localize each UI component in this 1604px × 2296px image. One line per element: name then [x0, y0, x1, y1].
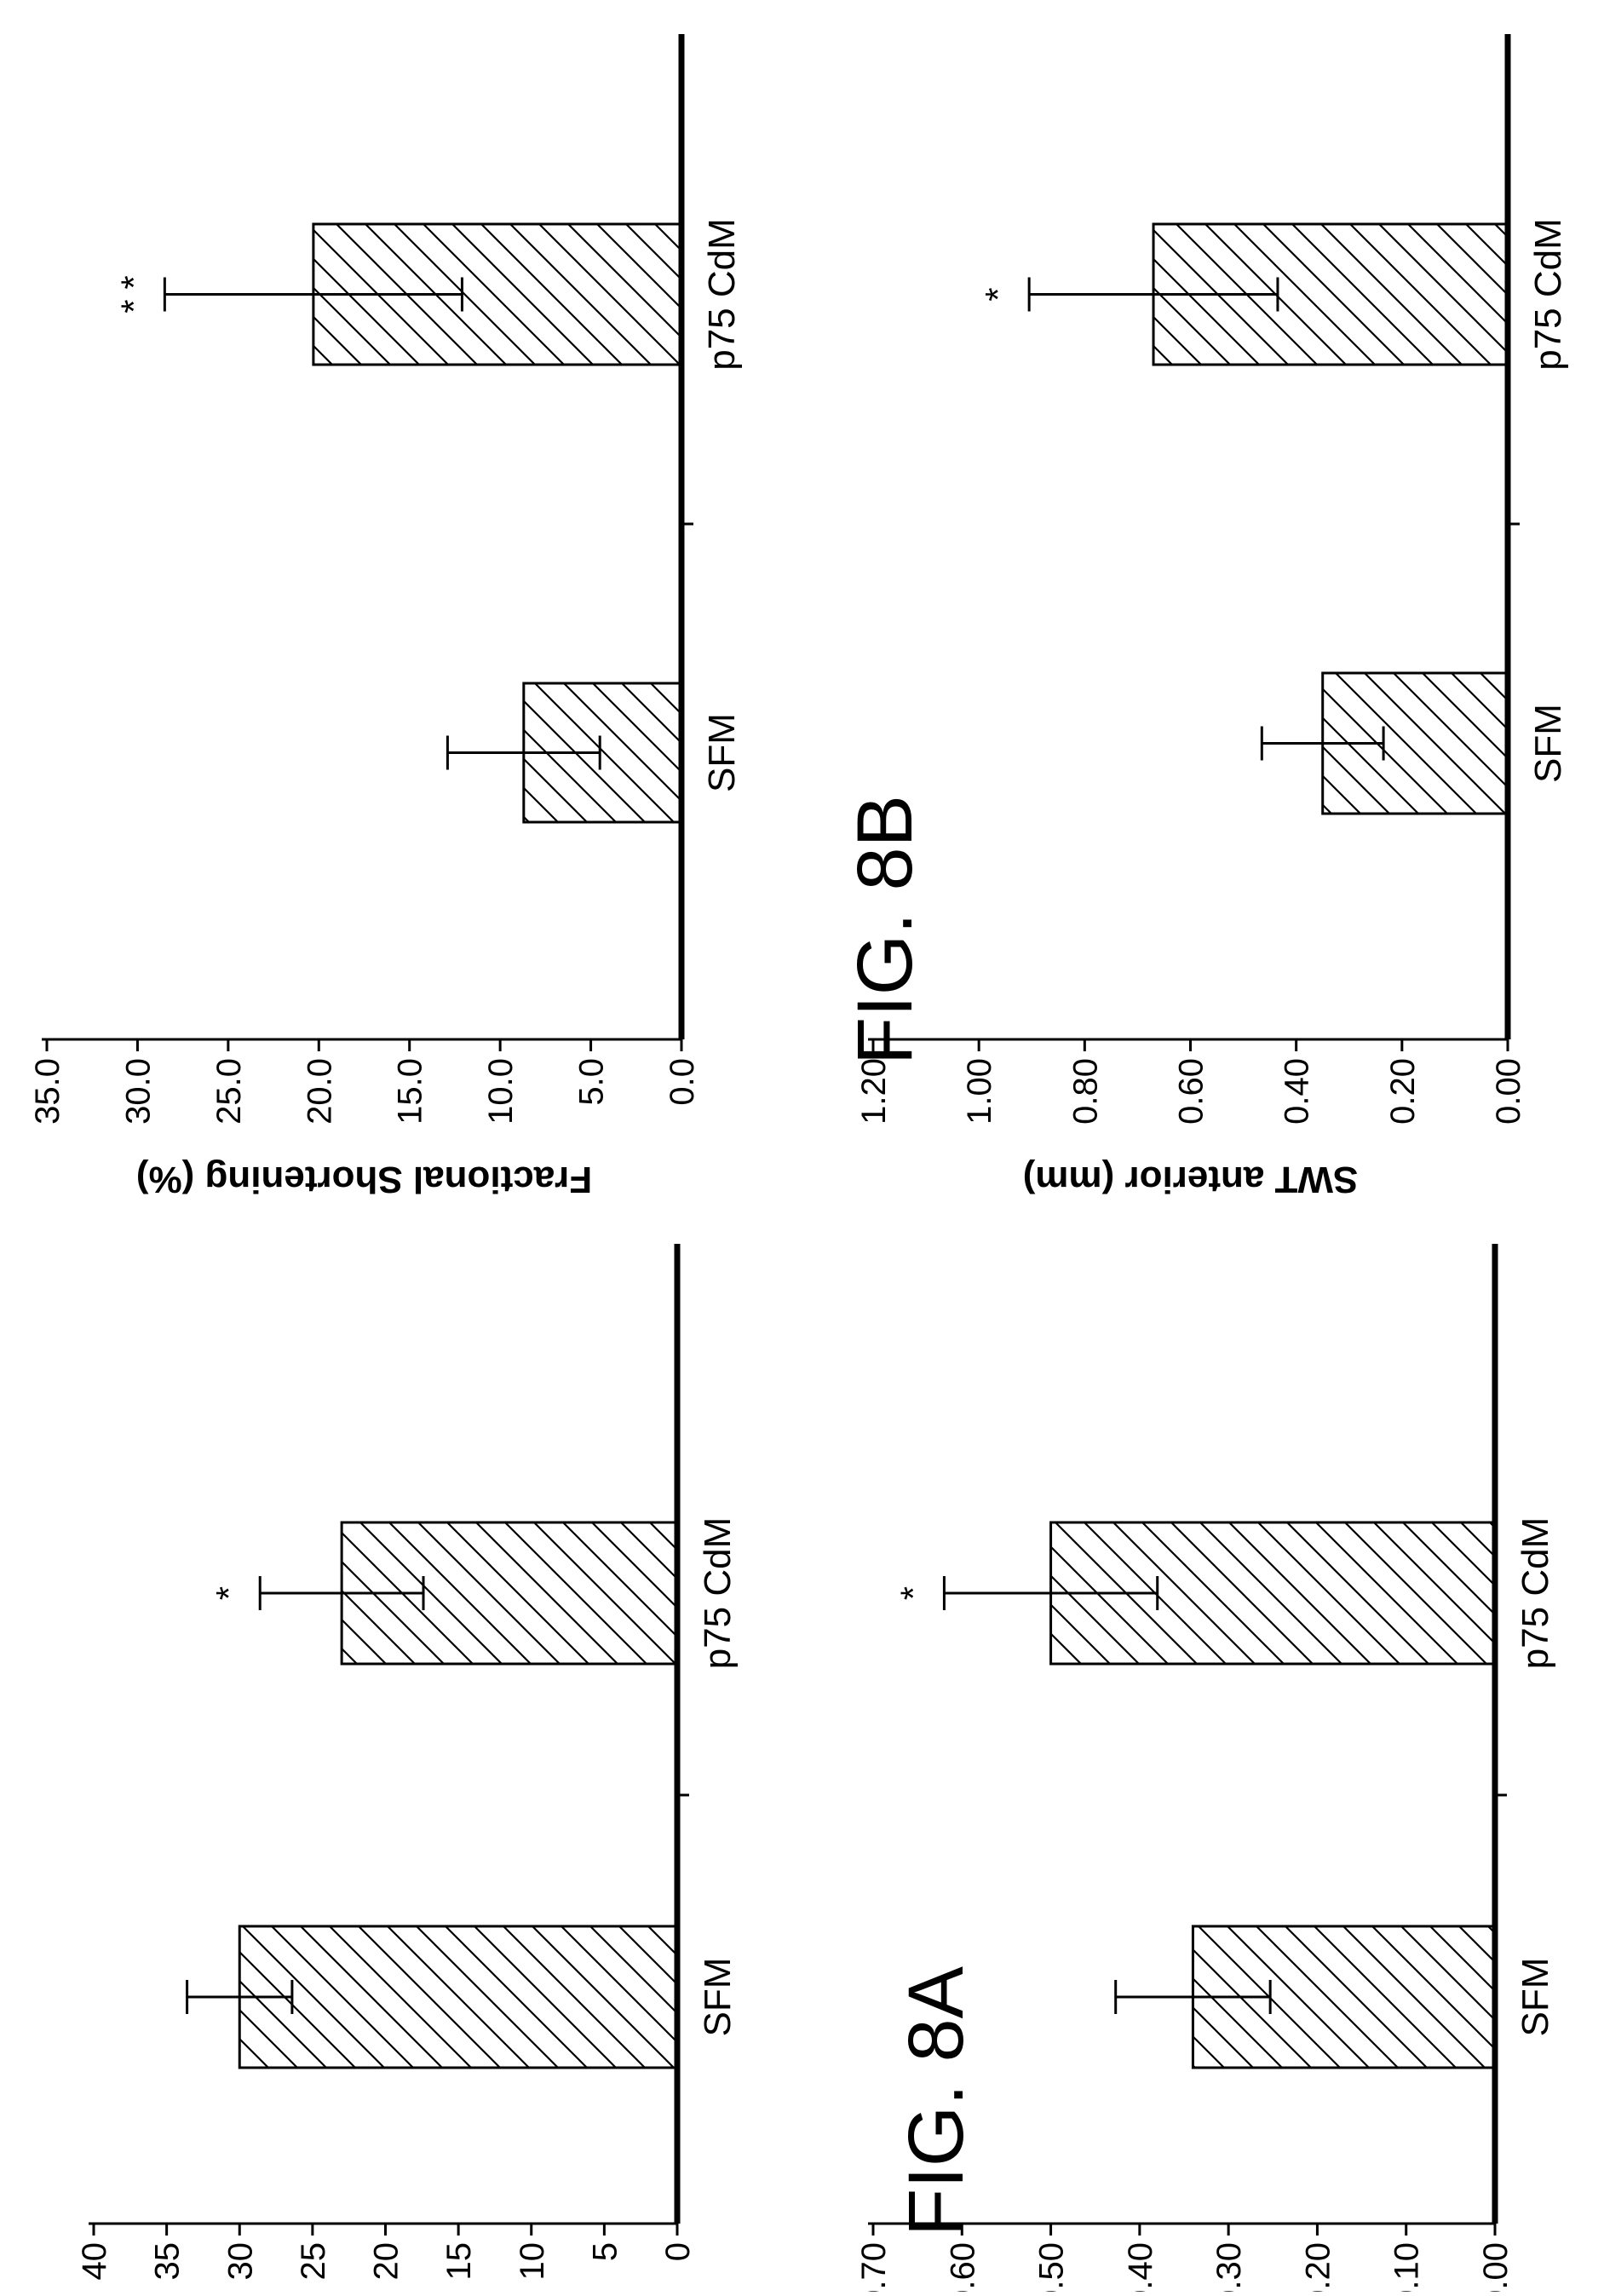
y-tick-label: 0.80	[1066, 1058, 1104, 1125]
y-tick-label: 1.00	[961, 1058, 998, 1125]
y-tick-label: 10.0	[482, 1058, 520, 1125]
y-axis-label: SWT anterior (mm)	[1023, 1159, 1359, 1200]
y-tick-label: 0.20	[1299, 2242, 1337, 2292]
y-tick-label: 35	[149, 2242, 187, 2281]
y-tick-label: 0.40	[1279, 1058, 1316, 1125]
y-tick-label: 20	[368, 2242, 405, 2281]
y-tick-label: 35.0	[29, 1058, 66, 1125]
figure-label: FIG. 8B	[842, 795, 928, 1065]
y-tick-label: 30	[221, 2242, 259, 2281]
category-label: SFM	[1527, 704, 1569, 783]
y-tick-label: 5.0	[573, 1058, 611, 1106]
significance-marker: *	[893, 1586, 933, 1600]
y-tick-label: 0.40	[1122, 2242, 1159, 2292]
y-tick-label: 0.60	[944, 2242, 981, 2292]
y-tick-label: 40	[76, 2242, 113, 2281]
y-tick-label: 0.00	[1477, 2242, 1515, 2292]
chart-8b: FIG. 8B 0.0 5.0 10.0 15.0 20.0 25.0 30.0 35.0 Fra…	[29, 34, 928, 1200]
y-tick-label: 5	[586, 2242, 624, 2261]
rotated-figure: FIG. 8A0510152025303540ECHO Score (out o…	[29, 34, 1569, 2296]
y-tick-label: 0	[659, 2242, 697, 2261]
y-tick-label: 10	[514, 2242, 551, 2281]
y-tick-label: 0.10	[1388, 2242, 1426, 2292]
category-label: SFM	[1515, 1958, 1556, 2037]
y-tick-label: 0.0	[664, 1058, 701, 1106]
figure-label: FIG. 8A	[893, 1965, 980, 2236]
y-tick-label: 30.0	[119, 1058, 157, 1125]
y-tick-label: 0.70	[855, 2242, 893, 2292]
y-tick-label: 0.30	[1210, 2242, 1248, 2292]
y-tick-label: 20.0	[301, 1058, 338, 1125]
y-tick-label: 1.20	[855, 1058, 893, 1125]
significance-marker: *	[978, 287, 1018, 301]
y-tick-label: 0.60	[1173, 1058, 1210, 1125]
y-tick-label: 0.50	[1033, 2242, 1071, 2292]
category-label: SFM	[697, 1958, 739, 2037]
y-tick-label: 0.20	[1384, 1058, 1422, 1125]
category-label: p75 CdM	[1527, 218, 1569, 371]
category-label: p75 CdM	[697, 1517, 739, 1670]
category-label: SFM	[701, 713, 743, 792]
chart-8c: FIG. 8C0.000.100.200.300.400.500.600.70D…	[855, 1244, 1556, 2296]
bar-sfm	[238, 1925, 679, 2069]
y-tick-label: 25.0	[210, 1058, 248, 1125]
y-tick-label: 15.0	[392, 1058, 429, 1125]
category-label: p75 CdM	[1515, 1517, 1556, 1670]
y-tick-label: 15	[440, 2242, 478, 2281]
y-axis-label: Fractional Shortening (%)	[136, 1159, 592, 1200]
category-label: p75 CdM	[701, 218, 743, 371]
y-tick-label: 25	[295, 2242, 332, 2281]
y-tick-label: 0.00	[1490, 1058, 1527, 1125]
chart-8a: FIG. 8A0510152025303540ECHO Score (out o…	[76, 1244, 980, 2281]
significance-marker: *	[209, 1586, 249, 1600]
significance-marker: * *	[113, 275, 153, 313]
